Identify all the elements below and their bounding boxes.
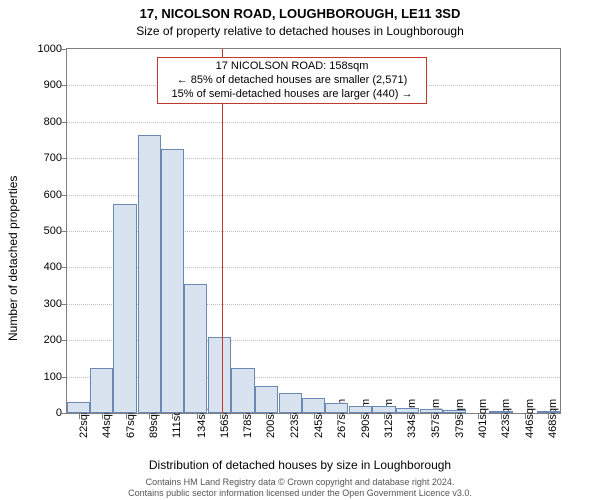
x-tick-label: 357sqm [430,428,442,438]
histogram-bar [443,410,466,413]
x-tick-label: 446sqm [524,428,536,438]
histogram-bar [208,337,231,413]
x-tick-label: 334sqm [406,428,418,438]
x-tick-label: 267sqm [336,428,348,438]
info-box: 17 NICOLSON ROAD: 158sqm ← 85% of detach… [157,57,427,104]
x-tick-label: 423sqm [500,428,512,438]
x-tick-label: 401sqm [477,428,489,438]
y-tick-mark [61,413,66,414]
gridline [67,122,560,123]
y-tick-label: 300 [44,298,62,310]
x-tick-label: 22sqm [78,428,90,438]
x-tick-label: 223sqm [289,428,301,438]
x-tick-label: 134sqm [196,428,208,438]
y-tick-mark [61,340,66,341]
y-tick-mark [61,158,66,159]
footer-line-1: Contains HM Land Registry data © Crown c… [0,477,600,487]
info-line-3: 15% of semi-detached houses are larger (… [164,88,420,102]
y-tick-label: 900 [44,79,62,91]
histogram-bar [184,284,207,413]
x-axis-label: Distribution of detached houses by size … [0,458,600,472]
x-tick-label: 156sqm [219,428,231,438]
info-line-1: 17 NICOLSON ROAD: 158sqm [164,60,420,74]
histogram-bar [67,402,90,413]
y-tick-mark [61,49,66,50]
y-tick-mark [61,122,66,123]
y-tick-label: 400 [44,261,62,273]
histogram-bar [138,135,161,413]
histogram-bar [537,411,560,413]
y-tick-label: 800 [44,116,62,128]
x-tick-label: 178sqm [242,428,254,438]
x-tick-label: 468sqm [547,428,559,438]
y-tick-mark [61,304,66,305]
histogram-bar [302,398,325,413]
footer-line-2: Contains public sector information licen… [0,488,600,498]
y-tick-label: 200 [44,334,62,346]
y-tick-label: 600 [44,189,62,201]
x-tick-label: 312sqm [383,428,395,438]
y-tick-mark [61,195,66,196]
histogram-bar [372,406,395,413]
x-tick-label: 200sqm [265,428,277,438]
y-tick-mark [61,377,66,378]
histogram-bar [420,409,443,413]
x-tick-label: 111sqm [171,428,183,438]
y-tick-mark [61,231,66,232]
chart-subtitle: Size of property relative to detached ho… [0,24,600,38]
x-tick-label: 44sqm [101,428,113,438]
y-tick-label: 500 [44,225,62,237]
y-tick-label: 700 [44,152,62,164]
plot-area: 17 NICOLSON ROAD: 158sqm ← 85% of detach… [66,48,561,414]
histogram-bar [161,149,184,413]
info-line-2: ← 85% of detached houses are smaller (2,… [164,74,420,88]
y-tick-label: 1000 [38,43,62,55]
footer: Contains HM Land Registry data © Crown c… [0,477,600,498]
x-tick-label: 89sqm [148,428,160,438]
histogram-bar [279,393,302,413]
x-tick-label: 290sqm [360,428,372,438]
histogram-bar [255,386,278,413]
histogram-bar [349,406,372,413]
y-tick-label: 100 [44,371,62,383]
chart-container: 17, NICOLSON ROAD, LOUGHBOROUGH, LE11 3S… [0,0,600,500]
y-tick-mark [61,85,66,86]
histogram-bar [396,408,419,413]
y-axis-label: Number of detached properties [6,176,20,341]
histogram-bar [489,411,512,413]
chart-title: 17, NICOLSON ROAD, LOUGHBOROUGH, LE11 3S… [0,6,600,21]
x-tick-label: 67sqm [125,428,137,438]
histogram-bar [90,368,113,414]
histogram-bar [231,368,254,414]
x-tick-label: 245sqm [313,428,325,438]
histogram-bar [113,204,136,413]
x-tick-label: 379sqm [454,428,466,438]
y-tick-mark [61,267,66,268]
histogram-bar [325,403,348,413]
